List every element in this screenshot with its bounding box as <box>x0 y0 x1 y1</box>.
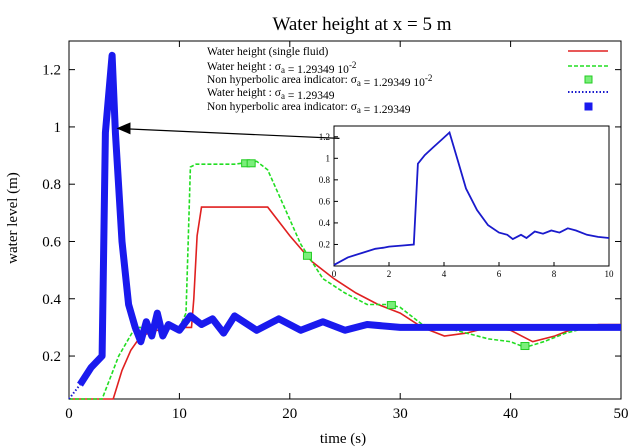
x-tick-label: 30 <box>393 406 408 422</box>
y-axis-label: water level (m) <box>5 172 21 264</box>
inset-x-tick-label: 10 <box>605 269 615 279</box>
plot-frame <box>68 40 622 400</box>
inset-y-tick-label: 0.4 <box>319 218 331 228</box>
y-tick-label: 1.2 <box>42 63 61 79</box>
series-sigma-large-indicator <box>77 51 621 387</box>
annotation-arrow-shaft <box>126 128 340 139</box>
inset-x-tick-label: 2 <box>387 269 392 279</box>
legend-label: Water height : σa = 1.29349 <box>207 87 335 102</box>
plot-border <box>68 40 622 400</box>
x-axis-label: time (s) <box>320 431 366 447</box>
x-tick-label: 50 <box>614 406 629 422</box>
chart-legend: Water height (single fluid) Water height … <box>207 46 608 116</box>
x-tick-label: 0 <box>65 406 73 422</box>
legend-marker <box>584 102 593 111</box>
inset-x-tick-label: 8 <box>552 269 557 279</box>
x-tick-label: 10 <box>172 406 187 422</box>
y-tick-label: 0.4 <box>42 292 61 308</box>
y-tick-label: 0.6 <box>42 234 61 250</box>
inset-y-tick-label: 1 <box>326 153 331 163</box>
annotation-arrow-head <box>116 122 131 135</box>
y-tick-label: 0.2 <box>42 349 61 365</box>
series-layer <box>68 51 621 400</box>
inset-y-tick-label: 0.2 <box>319 239 330 249</box>
annotation-layer <box>116 122 340 139</box>
x-tick-label: 20 <box>282 406 297 422</box>
indicator-marker <box>246 159 256 168</box>
y-tick-label: 1 <box>54 120 62 136</box>
legend-label: Water height (single fluid) <box>207 46 329 58</box>
indicator-marker <box>520 342 530 351</box>
inset-y-tick-label: 1.2 <box>319 132 330 142</box>
indicator-marker <box>302 251 312 260</box>
inset-x-tick-label: 4 <box>442 269 447 279</box>
legend-label: Non hyperbolic area indicator: σa = 1.29… <box>207 101 411 116</box>
series-sigma-large-dotted <box>68 384 81 400</box>
legend-label: Water height : σa = 1.29349 10-2 <box>207 60 356 76</box>
inset-series <box>333 130 610 266</box>
inset-x-tick-label: 6 <box>497 269 502 279</box>
chart-title: Water height at x = 5 m <box>272 14 451 35</box>
inset-border <box>333 125 610 267</box>
legend-marker <box>584 75 593 84</box>
axis-ticks: 0 10 20 30 40 500.20.40.60.811.2 <box>42 41 629 422</box>
y-tick-label: 0.8 <box>42 177 61 193</box>
legend-label: Non hyperbolic area indicator: σa = 1.29… <box>207 73 432 89</box>
inset-x-tick-label: 0 <box>332 269 337 279</box>
inset-y-tick-label: 0.8 <box>319 175 331 185</box>
indicator-marker <box>386 301 396 310</box>
inset-chart: 0 2 4 6 8 10 0.2 0.4 0.6 0.8 1 1.2 <box>319 125 615 279</box>
inset-y-tick-label: 0.6 <box>319 196 331 206</box>
x-tick-label: 40 <box>503 406 518 422</box>
